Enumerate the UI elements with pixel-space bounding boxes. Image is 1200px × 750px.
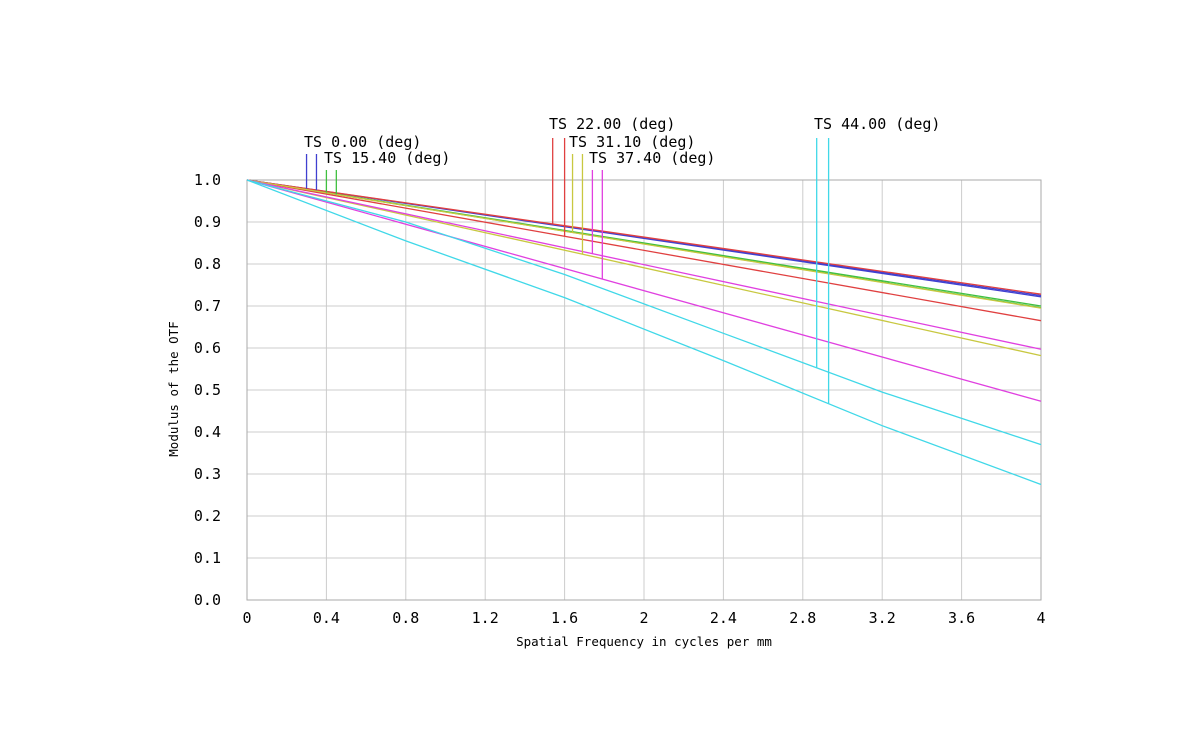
field-label: TS 37.40 (deg): [589, 149, 715, 167]
y-tick-label: 0.4: [194, 423, 221, 441]
y-tick-label: 0.8: [194, 255, 221, 273]
x-tick-label: 1.2: [472, 609, 499, 627]
y-tick-label: 1.0: [194, 171, 221, 189]
x-tick-label: 0.8: [392, 609, 419, 627]
x-tick-label: 2: [639, 609, 648, 627]
series-line: [246, 179, 1042, 402]
field-label: TS 0.00 (deg): [304, 133, 421, 151]
field-label: TS 44.00 (deg): [814, 115, 940, 133]
y-tick-label: 0.1: [194, 549, 221, 567]
field-label: TS 15.40 (deg): [324, 149, 450, 167]
field-label: TS 31.10 (deg): [569, 133, 695, 151]
x-tick-label: 3.2: [869, 609, 896, 627]
series-line: [246, 179, 1042, 357]
x-tick-labels: 0 0.4 0.8 1.2 1.6 2 2.4 2.8 3.2 3.6 4: [242, 609, 1045, 627]
series-line: [246, 179, 1042, 309]
x-tick-label: 0: [242, 609, 251, 627]
y-tick-label: 0.2: [194, 507, 221, 525]
field-labels: TS 0.00 (deg)TS 15.40 (deg) TS 22.00 (deg…: [304, 115, 940, 167]
x-tick-label: 2.8: [789, 609, 816, 627]
series-layer: [246, 179, 1042, 486]
x-tick-label: 0.4: [313, 609, 340, 627]
series-line: [246, 179, 1042, 322]
y-tick-label: 0.6: [194, 339, 221, 357]
field-markers: [305, 138, 830, 404]
y-tick-label: 0.7: [194, 297, 221, 315]
y-tick-labels: 0.0 0.1 0.2 0.3 0.4 0.5 0.6 0.7 0.8 0.9 1.0: [194, 171, 221, 609]
field-label: TS 22.00 (deg): [549, 115, 675, 133]
x-tick-label: 3.6: [948, 609, 975, 627]
plot-frame: [246, 179, 1042, 601]
series-line: [246, 179, 1042, 295]
y-tick-label: 0.0: [194, 591, 221, 609]
series-line: [246, 179, 1042, 350]
x-tick-label: 4: [1036, 609, 1045, 627]
series-line: [246, 179, 1042, 446]
y-axis-title: Modulus of the OTF: [166, 321, 181, 456]
y-tick-label: 0.3: [194, 465, 221, 483]
y-tick-label: 0.9: [194, 213, 221, 231]
series-line: [246, 179, 1042, 486]
y-tick-label: 0.5: [194, 381, 221, 399]
x-tick-label: 1.6: [551, 609, 578, 627]
x-axis-title: Spatial Frequency in cycles per mm: [516, 634, 772, 649]
x-tick-label: 2.4: [710, 609, 737, 627]
